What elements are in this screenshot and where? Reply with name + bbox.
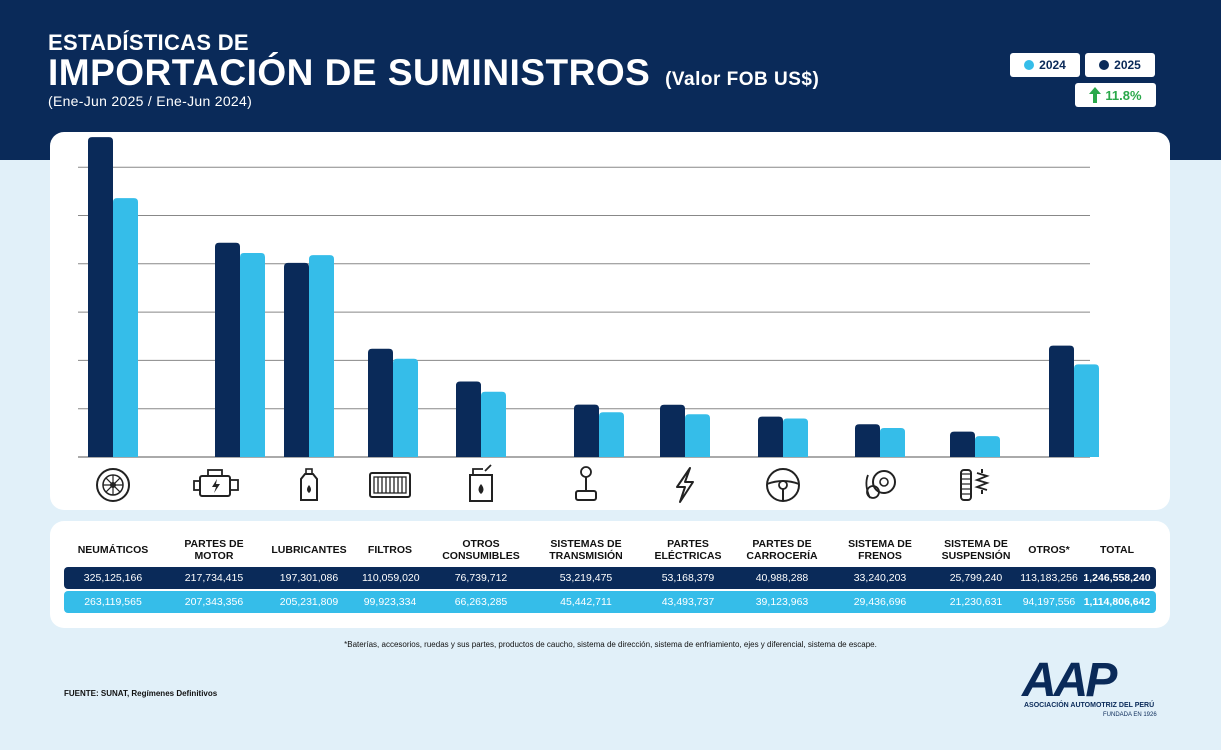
table-value-cell: 45,442,711 xyxy=(560,596,612,608)
table-value-cell: 110,059,020 xyxy=(362,572,420,584)
bar-2024 xyxy=(880,428,905,457)
bar-2024 xyxy=(393,358,418,457)
bar-2025 xyxy=(574,404,599,457)
table-value-cell: 263,119,565 xyxy=(84,596,142,608)
title-main: IMPORTACIÓN DE SUMINISTROS xyxy=(48,52,651,93)
table-header-cell: PARTES DE MOTOR xyxy=(184,538,244,562)
logo-founded: FUNDADA EN 1926 xyxy=(1103,712,1157,718)
table-header-cell: SISTEMA DE SUSPENSIÓN xyxy=(941,538,1011,562)
table-value-cell: 40,988,288 xyxy=(755,572,809,584)
title-unit: (Valor FOB US$) xyxy=(665,69,820,90)
legend-dot-2025 xyxy=(1099,60,1110,70)
bar-2024 xyxy=(1074,364,1099,457)
table-value-cell: 43,493,737 xyxy=(661,596,715,608)
page-title: IMPORTACIÓN DE SUMINISTROS (Valor FOB US… xyxy=(48,52,819,94)
legend-item-2025: 2025 xyxy=(1085,53,1155,77)
table-row-2024 xyxy=(64,591,1156,613)
arrow-up-icon xyxy=(1089,87,1102,103)
chart-card xyxy=(50,132,1170,510)
table-value-cell: 21,230,631 xyxy=(949,596,1003,608)
table-header-cell: OTROS* xyxy=(1028,544,1070,556)
legend-dot-2024 xyxy=(1024,60,1035,70)
bar-2024 xyxy=(783,418,808,457)
bar-2024 xyxy=(685,414,710,457)
table-header-cell: LUBRICANTES xyxy=(271,544,347,556)
steering-wheel-icon xyxy=(766,468,800,502)
legend-item-2024: 2024 xyxy=(1010,53,1080,77)
filter-icon xyxy=(369,472,411,498)
suspension-icon xyxy=(960,469,990,501)
engine-icon xyxy=(193,469,239,497)
lightning-icon xyxy=(676,467,694,503)
table-header-cell: TOTAL xyxy=(1099,544,1135,556)
bar-2025 xyxy=(855,424,880,457)
bar-chart xyxy=(78,137,1099,503)
bar-2024 xyxy=(975,436,1000,457)
bar-2025 xyxy=(456,381,481,457)
table-value-cell: 66,263,285 xyxy=(454,596,508,608)
svg-text:AAP: AAP xyxy=(1021,655,1118,701)
table-value-cell: 39,123,963 xyxy=(755,596,809,608)
table-value-cell: 99,923,334 xyxy=(363,596,417,608)
table-value-cell: 205,231,809 xyxy=(279,596,339,608)
aap-logo-mark: AAP xyxy=(1021,654,1121,707)
bar-2024 xyxy=(240,253,265,457)
table-value-cell: 217,734,415 xyxy=(184,572,244,584)
bar-2025 xyxy=(660,404,685,457)
title-line1: ESTADÍSTICAS DE xyxy=(48,30,249,55)
table-value-cell: 207,343,356 xyxy=(184,596,244,608)
bar-2024 xyxy=(309,255,334,457)
aap-logo: AAP ASOCIACIÓN AUTOMOTRIZ DEL PERÚ FUNDA… xyxy=(1020,654,1160,718)
brake-icon xyxy=(865,470,896,499)
bar-2025 xyxy=(950,431,975,457)
source-note: FUENTE: SUNAT, Regímenes Definitivos xyxy=(64,689,218,698)
table-value-cell: 76,739,712 xyxy=(454,572,508,584)
table-total-cell: 1,246,558,240 xyxy=(1083,572,1151,584)
bar-2024 xyxy=(113,198,138,457)
table-header-cell: SISTEMAS DE TRANSMISIÓN xyxy=(549,538,623,562)
table-value-cell: 25,799,240 xyxy=(949,572,1003,584)
table-total-cell: 1,114,806,642 xyxy=(1083,596,1151,608)
table-row-2025 xyxy=(64,567,1156,589)
period-label: (Ene-Jun 2025 / Ene-Jun 2024) xyxy=(48,93,253,109)
oil-bottle-icon xyxy=(300,468,318,501)
table-value-cell: 53,168,379 xyxy=(661,572,715,584)
table-value-cell: 53,219,475 xyxy=(559,572,613,584)
table-value-cell: 197,301,086 xyxy=(279,572,339,584)
bar-2025 xyxy=(1049,345,1074,457)
legend-label-2024: 2024 xyxy=(1039,58,1066,72)
bar-2025 xyxy=(758,416,783,457)
bar-2025 xyxy=(88,137,113,458)
table-header-cell: FILTROS xyxy=(367,544,413,556)
bar-2025 xyxy=(284,262,309,457)
table-header-cell: SISTEMA DE FRENOS xyxy=(848,538,912,562)
table-value-cell: 113,183,256 xyxy=(1020,572,1078,584)
table-header-cell: NEUMÁTICOS xyxy=(77,544,149,556)
table-value-cell: 29,436,696 xyxy=(853,596,907,608)
table-header-cell: OTROS CONSUMIBLES xyxy=(442,538,520,562)
tire-icon xyxy=(96,468,130,502)
growth-badge: 11.8% xyxy=(1075,83,1156,107)
jerrycan-icon xyxy=(469,464,493,502)
gear-shift-icon xyxy=(575,466,597,501)
table-value-cell: 33,240,203 xyxy=(853,572,907,584)
table-value-cell: 325,125,166 xyxy=(83,572,143,584)
bar-2025 xyxy=(368,348,393,457)
bar-2024 xyxy=(481,391,506,457)
table-value-cell: 94,197,556 xyxy=(1022,596,1076,608)
table-header-cell: PARTES ELÉCTRICAS xyxy=(654,538,722,562)
logo-org-name: ASOCIACIÓN AUTOMOTRIZ DEL PERÚ xyxy=(1024,702,1155,709)
growth-value: 11.8% xyxy=(1105,87,1142,103)
footnote: *Baterías, accesorios, ruedas y sus part… xyxy=(344,640,877,649)
bar-2024 xyxy=(599,412,624,457)
legend-label-2025: 2025 xyxy=(1114,58,1141,72)
table-header-cell: PARTES DE CARROCERÍA xyxy=(746,538,818,562)
bar-2025 xyxy=(215,242,240,457)
